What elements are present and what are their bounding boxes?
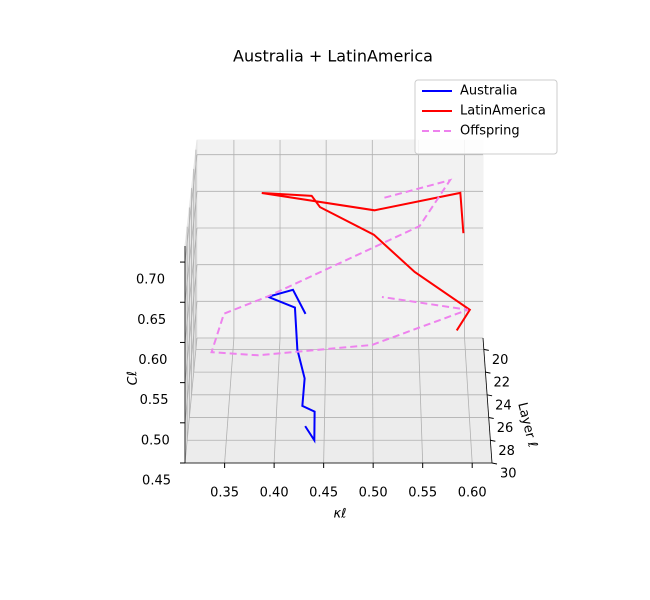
grid-line xyxy=(323,337,327,464)
x-tick-label: 0.40 xyxy=(260,486,289,501)
grid-line xyxy=(184,301,198,423)
grid-line xyxy=(464,337,473,464)
legend-label: Australia xyxy=(460,84,518,99)
x-axis-label: κℓ xyxy=(333,507,346,522)
grid-line xyxy=(418,337,424,464)
axis-line xyxy=(482,337,493,464)
y-tick xyxy=(486,394,493,397)
series-line xyxy=(261,191,472,331)
y-tick-label: 20 xyxy=(492,353,509,368)
y-tick-label: 24 xyxy=(495,398,512,413)
x-tick-label: 0.55 xyxy=(408,486,437,501)
y-tick-label: 22 xyxy=(493,376,510,391)
legend-box xyxy=(414,79,558,155)
grid-line xyxy=(224,337,235,464)
series-line xyxy=(210,178,469,357)
y-axis-label: Layer ℓ xyxy=(514,401,540,449)
chart-title: Australia + LatinAmerica xyxy=(233,47,433,66)
x-tick-label: 0.35 xyxy=(210,486,239,501)
y-tick xyxy=(488,417,494,420)
legend-label: Offspring xyxy=(460,124,520,139)
z-axis-label: Cℓ xyxy=(125,370,141,385)
y-tick-label: 26 xyxy=(497,421,514,436)
y-tick xyxy=(491,462,498,465)
grid-line xyxy=(273,337,281,464)
z-tick-label: 0.50 xyxy=(141,433,170,448)
x-tick-label: 0.50 xyxy=(359,486,388,501)
series-line xyxy=(264,288,316,444)
grid-line xyxy=(371,337,374,464)
grid-line xyxy=(184,337,198,464)
grid-line xyxy=(184,154,198,263)
z-tick-label: 0.60 xyxy=(138,353,167,368)
floor-pane xyxy=(184,337,493,464)
y-tick xyxy=(490,439,496,442)
y-tick xyxy=(483,348,489,351)
z-tick-label: 0.70 xyxy=(136,273,165,288)
x-tick-label: 0.60 xyxy=(458,486,487,501)
z-tick-label: 0.65 xyxy=(137,313,166,328)
grid-line xyxy=(184,227,198,343)
y-tick-label: 30 xyxy=(500,467,517,482)
grid-line xyxy=(184,191,198,303)
z-tick-label: 0.55 xyxy=(140,393,169,408)
x-tick-label: 0.45 xyxy=(309,486,338,501)
grid-line xyxy=(184,264,198,383)
y-tick xyxy=(485,371,491,374)
y-tick-label: 28 xyxy=(498,444,515,459)
z-tick-label: 0.45 xyxy=(142,474,171,489)
legend-label: LatinAmerica xyxy=(460,104,546,119)
